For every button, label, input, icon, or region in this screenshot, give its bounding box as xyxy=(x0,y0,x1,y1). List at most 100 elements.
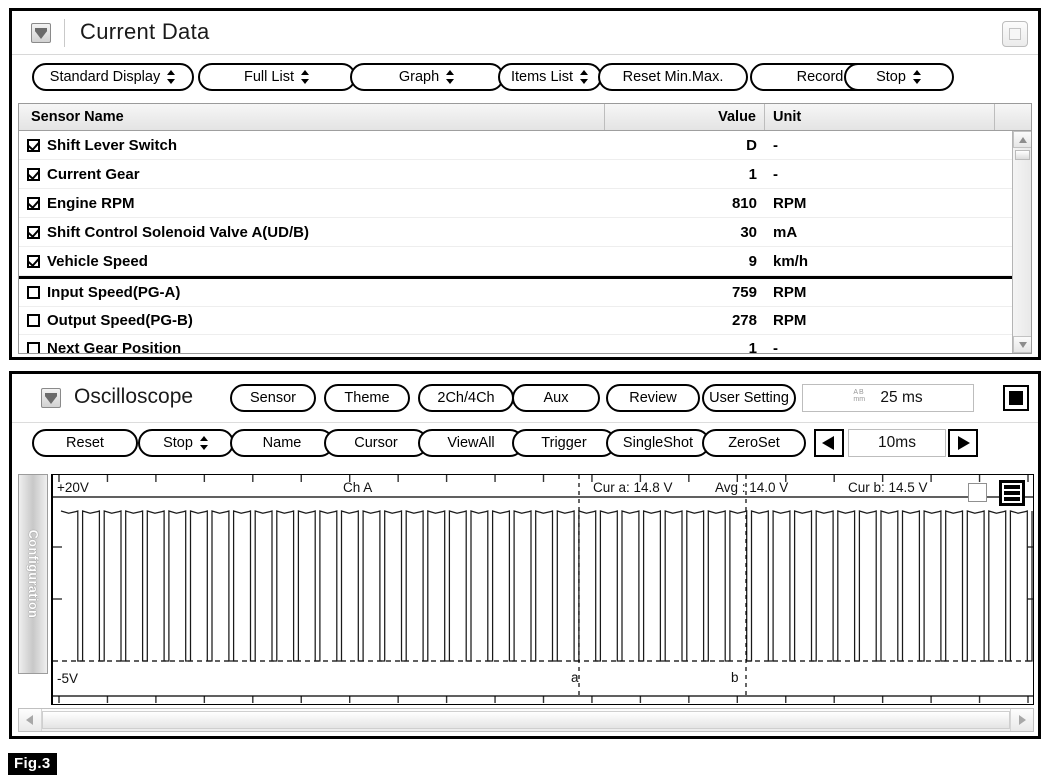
display-checkbox[interactable] xyxy=(968,483,987,502)
table-row[interactable]: Shift Control Solenoid Valve A(UD/B) 30 mA xyxy=(19,218,1031,247)
toolbar-button-standard-display[interactable]: Standard Display xyxy=(32,63,194,91)
scroll-up-arrow-icon[interactable] xyxy=(1013,131,1031,148)
scope-button-review[interactable]: Review xyxy=(606,384,700,412)
oscilloscope-control-row: Reset Stop Name Cursor ViewAll Trigger SingleS… xyxy=(12,423,1038,469)
button-label: Sensor xyxy=(250,390,296,406)
cell-value: 810 xyxy=(731,194,757,212)
cell-value: 759 xyxy=(731,284,757,301)
collapse-chevron-icon[interactable] xyxy=(31,23,51,43)
toolbar-button-stop[interactable]: Stop xyxy=(844,63,954,91)
scroll-left-arrow-icon[interactable] xyxy=(19,709,42,731)
prev-arrow-button[interactable] xyxy=(814,429,844,457)
current-data-titlebar: Current Data xyxy=(12,11,1038,55)
cell-unit: RPM xyxy=(773,312,807,329)
toolbar-button-full-list[interactable]: Full List xyxy=(198,63,356,91)
scope-button-name[interactable]: Name xyxy=(230,429,334,457)
stop-square-button[interactable] xyxy=(1003,385,1029,411)
button-label: Graph xyxy=(398,69,440,85)
configuration-tab-label: Configuration xyxy=(26,529,40,619)
scroll-down-arrow-icon[interactable] xyxy=(1013,336,1031,353)
table-vertical-scrollbar[interactable] xyxy=(1012,131,1031,353)
cell-sensor-name: Vehicle Speed xyxy=(19,253,605,270)
scope-button-aux[interactable]: Aux xyxy=(512,384,600,412)
cell-value: 30 xyxy=(740,223,757,241)
stepper-arrows-icon[interactable] xyxy=(167,69,176,85)
toolbar-button-reset-min-max[interactable]: Reset Min.Max. xyxy=(598,63,748,91)
scope-button-theme[interactable]: Theme xyxy=(324,384,410,412)
button-label: Aux xyxy=(543,390,569,406)
table-row[interactable]: Input Speed(PG-A) 759 RPM xyxy=(19,279,1031,307)
collapse-chevron-icon[interactable] xyxy=(41,388,61,408)
waveform-grid[interactable]: +20V -5V Ch A Cur a: 14.8 V Avg : 14.0 V… xyxy=(51,474,1034,705)
cursor-b-readout: Cur b: 14.5 V xyxy=(848,480,928,495)
checkbox-checked-icon[interactable] xyxy=(27,196,40,210)
button-label: Name xyxy=(262,435,302,451)
checkbox-checked-icon[interactable] xyxy=(27,138,40,152)
checkbox-checked-icon[interactable] xyxy=(27,254,40,268)
cell-sensor-name: Input Speed(PG-A) xyxy=(19,284,605,301)
sensor-name-label: Input Speed(PG-A) xyxy=(47,284,181,301)
scope-button-trigger[interactable]: Trigger xyxy=(512,429,616,457)
sensor-name-label: Shift Control Solenoid Valve A(UD/B) xyxy=(47,223,309,241)
channel-label: Ch A xyxy=(343,480,373,495)
button-label: Reset xyxy=(66,435,104,451)
scope-button-2ch-4ch[interactable]: 2Ch/4Ch xyxy=(418,384,514,412)
cell-sensor-name: Engine RPM xyxy=(19,195,605,212)
oscilloscope-horizontal-scrollbar[interactable] xyxy=(18,708,1034,732)
scope-button-stop[interactable]: Stop xyxy=(138,429,234,457)
cell-unit: - xyxy=(773,340,778,354)
checkbox-unchecked-icon[interactable] xyxy=(27,342,40,353)
checkbox-unchecked-icon[interactable] xyxy=(27,286,40,299)
scope-button-viewall[interactable]: ViewAll xyxy=(418,429,524,457)
toolbar-button-graph[interactable]: Graph xyxy=(350,63,504,91)
button-label: Record xyxy=(796,69,844,85)
cell-unit: RPM xyxy=(773,284,807,301)
configuration-tab[interactable]: Configuration xyxy=(18,474,48,674)
scope-button-cursor[interactable]: Cursor xyxy=(324,429,428,457)
scope-button-singleshot[interactable]: SingleShot xyxy=(606,429,710,457)
cell-unit: RPM xyxy=(773,194,807,212)
cell-value: D xyxy=(746,136,757,154)
stepper-arrows-icon[interactable] xyxy=(580,69,589,85)
table-row[interactable]: Next Gear Position 1 - xyxy=(19,335,1031,354)
timebase-display[interactable]: 25 ms xyxy=(802,384,974,412)
marker-a-label: a xyxy=(571,670,579,685)
timescale-display[interactable]: 10ms xyxy=(848,429,946,457)
checkbox-unchecked-icon[interactable] xyxy=(27,314,40,327)
table-row[interactable]: Shift Lever Switch D - xyxy=(19,131,1031,160)
oscilloscope-header: Oscilloscope Sensor Theme 2Ch/4Ch Aux Review… xyxy=(12,374,1038,423)
stepper-arrows-icon[interactable] xyxy=(912,69,922,85)
stepper-arrows-icon[interactable] xyxy=(446,69,455,85)
restore-window-button[interactable] xyxy=(1002,21,1028,47)
checkbox-checked-icon[interactable] xyxy=(27,225,40,239)
stepper-arrows-icon[interactable] xyxy=(300,69,310,85)
stepper-arrows-icon[interactable] xyxy=(199,435,209,451)
table-row[interactable]: Output Speed(PG-B) 278 RPM xyxy=(19,307,1031,335)
display-list-button[interactable] xyxy=(999,480,1025,506)
scope-button-sensor[interactable]: Sensor xyxy=(230,384,316,412)
scope-button-reset[interactable]: Reset xyxy=(32,429,138,457)
cell-value: 1 xyxy=(748,165,757,183)
sensor-name-label: Next Gear Position xyxy=(47,340,182,354)
average-readout: Avg : 14.0 V xyxy=(715,480,789,495)
button-label: Theme xyxy=(344,390,390,406)
scope-button-zeroset[interactable]: ZeroSet xyxy=(702,429,806,457)
table-row[interactable]: Engine RPM 810 RPM xyxy=(19,189,1031,218)
next-arrow-button[interactable] xyxy=(948,429,978,457)
scroll-right-arrow-icon[interactable] xyxy=(1010,709,1033,731)
ab-note-icon xyxy=(853,389,870,406)
button-label: SingleShot xyxy=(622,435,694,451)
hscrollbar-thumb[interactable] xyxy=(42,711,1010,729)
cell-sensor-name: Output Speed(PG-B) xyxy=(19,312,605,329)
table-header-row: Sensor Name Value Unit xyxy=(19,104,1031,131)
timebase-value: 25 ms xyxy=(880,389,923,406)
toolbar-button-items-list[interactable]: Items List xyxy=(498,63,602,91)
table-row[interactable]: Current Gear 1- xyxy=(19,160,1031,189)
scope-button-user-setting[interactable]: User Setting xyxy=(702,384,796,412)
column-header-unit: Unit xyxy=(765,104,995,130)
scrollbar-thumb[interactable] xyxy=(1015,150,1030,160)
button-label: Full List xyxy=(244,69,294,85)
cell-unit: mA xyxy=(773,223,798,241)
checkbox-checked-icon[interactable] xyxy=(27,167,40,181)
table-row[interactable]: Vehicle Speed 9 km/h xyxy=(19,247,1031,276)
